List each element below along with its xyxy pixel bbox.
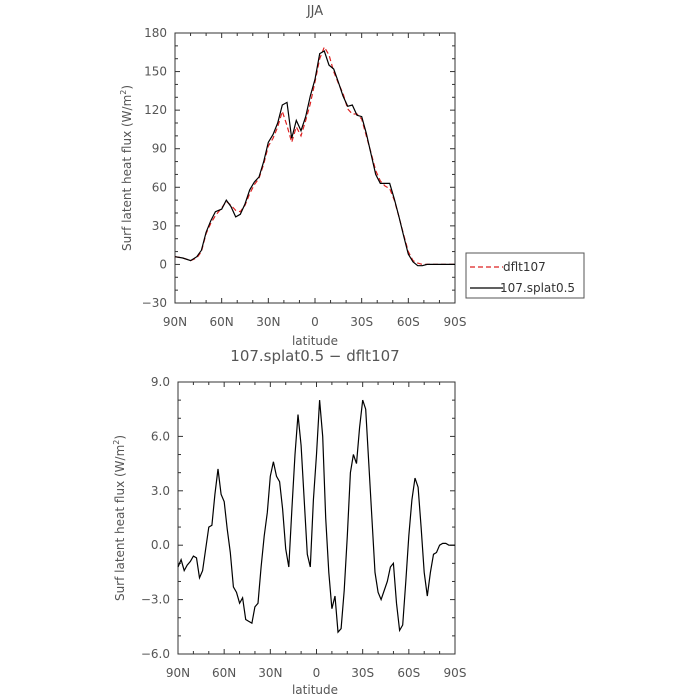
bottom-y-axis-label-main: Surf latent heat flux (W/m: [113, 445, 127, 601]
top-ytick-label: 30: [152, 219, 167, 233]
bottom-y-axis-label: Surf latent heat flux (W/m2): [112, 435, 127, 601]
bottom-chart-title: 107.splat0.5 − dflt107: [230, 347, 399, 365]
top-ytick-label: 150: [144, 65, 167, 79]
top-y-axis-label-sup: 2: [119, 90, 128, 95]
bottom-xtick-label: 30N: [258, 666, 282, 680]
bottom-ytick-label: 9.0: [151, 375, 170, 389]
top-panel: JJA −30 0 30 60 90 120 150 180 90N 60N 30N 0 30S 60S…: [119, 4, 585, 348]
legend-label-107-splat0-5: 107.splat0.5: [500, 281, 575, 295]
bottom-y-axis-label-sup: 2: [112, 440, 121, 445]
top-xtick-label: 90S: [444, 315, 467, 329]
bottom-x-axis-label: latitude: [292, 683, 338, 697]
top-xtick-label: 90N: [163, 315, 187, 329]
legend-label-dflt107: dflt107: [503, 260, 546, 274]
top-xtick-label: 30N: [256, 315, 280, 329]
top-xtick-label: 0: [311, 315, 319, 329]
top-xtick-label: 30S: [350, 315, 373, 329]
top-series-line-107-splat0-5: [174, 50, 455, 267]
top-x-axis-label: latitude: [292, 334, 338, 348]
bottom-ytick-label: 0.0: [151, 538, 170, 552]
top-y-axis-label-end: ): [120, 85, 134, 90]
legend-box: [465, 252, 585, 299]
bottom-y-axis-label-end: ): [113, 435, 127, 440]
bottom-ytick-label: 6.0: [151, 429, 170, 443]
top-y-axis-label-main: Surf latent heat flux (W/m: [120, 95, 134, 251]
bottom-xtick-label: 30S: [351, 666, 374, 680]
bottom-panel: 107.splat0.5 − dflt107 −6.0 −3.0 0.0 3.0 6.0…: [112, 347, 466, 697]
bottom-xtick-label: 60N: [212, 666, 236, 680]
top-ytick-label: −30: [142, 296, 167, 310]
bottom-xtick-label: 90S: [444, 666, 467, 680]
bottom-xtick-label: 60S: [397, 666, 420, 680]
top-xtick-label: 60S: [397, 315, 420, 329]
top-xtick-label: 60N: [210, 315, 234, 329]
bottom-plot-frame: [177, 381, 456, 655]
bottom-series-line-difference: [177, 399, 455, 634]
top-y-axis-label: Surf latent heat flux (W/m2): [119, 85, 134, 251]
bottom-ytick-label: −3.0: [141, 593, 170, 607]
top-ytick-label: 0: [159, 257, 167, 271]
bottom-xtick-label: 0: [313, 666, 321, 680]
bottom-ytick-label: −6.0: [141, 647, 170, 661]
bottom-xtick-label: 90N: [166, 666, 190, 680]
top-ytick-label: 60: [152, 180, 167, 194]
legend: dflt107 107.splat0.5: [465, 252, 585, 299]
top-ytick-label: 120: [144, 103, 167, 117]
top-ytick-label: 180: [144, 26, 167, 40]
top-chart-title: JJA: [306, 4, 323, 19]
top-ytick-label: 90: [152, 142, 167, 156]
bottom-ytick-label: 3.0: [151, 484, 170, 498]
